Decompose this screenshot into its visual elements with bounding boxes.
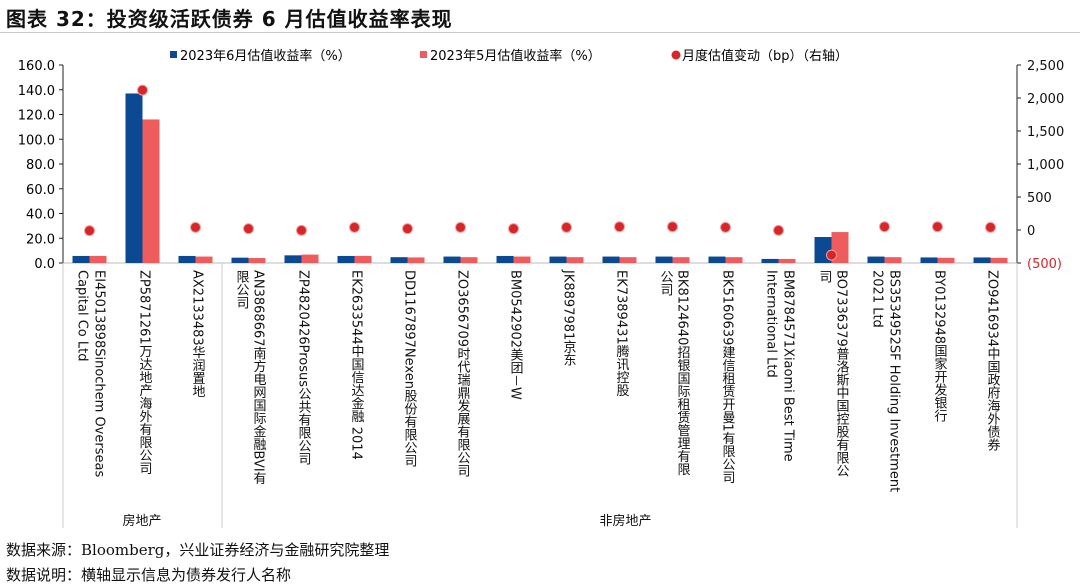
bar-jun (655, 256, 673, 263)
legend-label: 月度估值变动（bp）（右轴） (682, 48, 848, 64)
x-tick-label: EK2633544中国信达金融 2014 (348, 270, 364, 460)
dot-change (296, 224, 307, 236)
right-tick-label: (500) (1027, 257, 1062, 272)
bar-may (884, 257, 902, 263)
bar-may (513, 256, 531, 263)
dot-change (720, 221, 731, 233)
bar-may (619, 257, 637, 263)
dot-change (508, 223, 519, 235)
right-tick-label: 0 (1027, 224, 1035, 239)
x-tick-label: ZP5871261万达地产海外有限公司 (136, 270, 152, 475)
bar-jun (920, 257, 938, 263)
x-tick-label: AX2133483华润置地 (189, 270, 205, 398)
left-tick-label: 20.0 (26, 232, 55, 247)
legend-label: 2023年6月估值收益率（%） (180, 48, 351, 64)
dot-change (879, 221, 890, 233)
x-tick-label: EI45013898Sinochem Overseas Capital Co L… (74, 270, 107, 478)
right-tick-label: 2,500 (1027, 59, 1064, 74)
bar-jun (231, 257, 249, 263)
left-tick-label: 0.0 (34, 257, 55, 272)
left-tick-label: 100.0 (18, 133, 55, 148)
x-tick-label: BS3534952SF Holding Investment 2021 Ltd (869, 270, 902, 493)
x-tick-label: BM8784571Xiaomi Best Time International … (763, 270, 796, 462)
bar-jun (549, 256, 567, 263)
right-tick-label: 1,500 (1027, 125, 1064, 140)
dot-change (349, 221, 360, 233)
dot-change (985, 221, 996, 233)
data-note: 数据说明：横轴显示信息为债券发行人名称 (6, 566, 292, 584)
x-tick-label: BK5160639建信租赁开曼1有限公司 (719, 270, 735, 484)
right-tick-label: 1,000 (1027, 158, 1064, 173)
bar-may (407, 257, 425, 263)
dot-change (84, 225, 95, 237)
bar-may (937, 257, 955, 263)
x-tick-label: JK8897981京东 (560, 270, 576, 367)
bar-may (248, 258, 266, 263)
group-label: 非房地产 (599, 514, 652, 529)
left-tick-label: 80.0 (26, 158, 55, 173)
x-tick-label: BK8124640招银国际租赁管理有限 公司 (657, 270, 690, 476)
dot-change (932, 221, 943, 233)
title-divider (0, 32, 1080, 33)
dot-change (614, 221, 625, 233)
x-tick-label: ZO9416934中国政府海外债券 (984, 270, 1000, 452)
left-tick-label: 140.0 (18, 84, 55, 99)
group-label: 房地产 (122, 514, 162, 529)
left-tick-label: 160.0 (18, 59, 55, 74)
dot-change (561, 221, 572, 233)
bar-jun (443, 256, 461, 263)
left-tick-label: 60.0 (26, 183, 55, 198)
bar-jun (125, 93, 143, 264)
dot-change (455, 221, 466, 233)
source-note: 数据来源：Bloomberg，兴业证券经济与金融研究院整理 (6, 541, 390, 559)
legend-swatch (420, 51, 427, 58)
bar-jun (867, 256, 885, 263)
legend-swatch (671, 50, 681, 60)
bar-may (990, 257, 1008, 263)
bar-jun (602, 256, 620, 263)
bar-jun (761, 258, 779, 263)
bar-jun (496, 255, 514, 263)
bar-may (672, 257, 690, 263)
bar-may (725, 257, 743, 263)
bar-jun (284, 255, 302, 263)
bar-may (354, 255, 372, 263)
bar-jun (337, 255, 355, 263)
legend-swatch (170, 51, 177, 58)
x-tick-label: BO7336379普洛斯中国控股有限公 司 (816, 270, 849, 477)
x-tick-label: AN3868667南方电网国际金融BVI有 限公司 (233, 270, 266, 485)
bar-jun (708, 256, 726, 263)
bar-may (566, 257, 584, 263)
dot-change (667, 221, 678, 233)
bar-may (301, 254, 319, 263)
x-tick-label: ZO3656709时代瑞鼎发展有限公司 (454, 270, 470, 478)
left-tick-label: 40.0 (26, 208, 55, 223)
left-tick-label: 120.0 (18, 109, 55, 124)
right-tick-label: 500 (1027, 191, 1052, 206)
dot-change (243, 223, 254, 235)
dot-change (402, 223, 413, 235)
dot-change (826, 249, 837, 261)
bar-may (89, 255, 107, 263)
bar-may (778, 258, 796, 263)
x-tick-label: BY0132948国家开发银行 (931, 270, 947, 423)
bar-may (195, 256, 213, 263)
chart: 0.0 20.0 40.0 60.0 80.0 100.0 120.0 140.0 160.0 (… (18, 48, 1064, 528)
bar-jun (973, 257, 991, 263)
bar-jun (390, 257, 408, 263)
dot-change (190, 221, 201, 233)
dot-change (137, 84, 148, 96)
bar-jun (178, 255, 196, 263)
bar-may (142, 119, 160, 263)
x-tick-label: ZP4820426Prosus公共有限公司 (295, 270, 311, 466)
dot-change (773, 224, 784, 236)
figure-title: 图表 32：投资级活跃债券 6 月估值收益率表现 (6, 7, 453, 31)
x-tick-label: EK7389431腾讯控股 (613, 270, 629, 397)
bar-jun (72, 255, 90, 263)
right-tick-label: 2,000 (1027, 92, 1064, 107)
x-tick-label: BM0542902美团－W (507, 270, 523, 400)
legend-label: 2023年5月估值收益率（%） (430, 48, 601, 64)
x-tick-label: DD1167897Nexen股份有限公司 (401, 270, 417, 467)
bar-may (460, 257, 478, 263)
